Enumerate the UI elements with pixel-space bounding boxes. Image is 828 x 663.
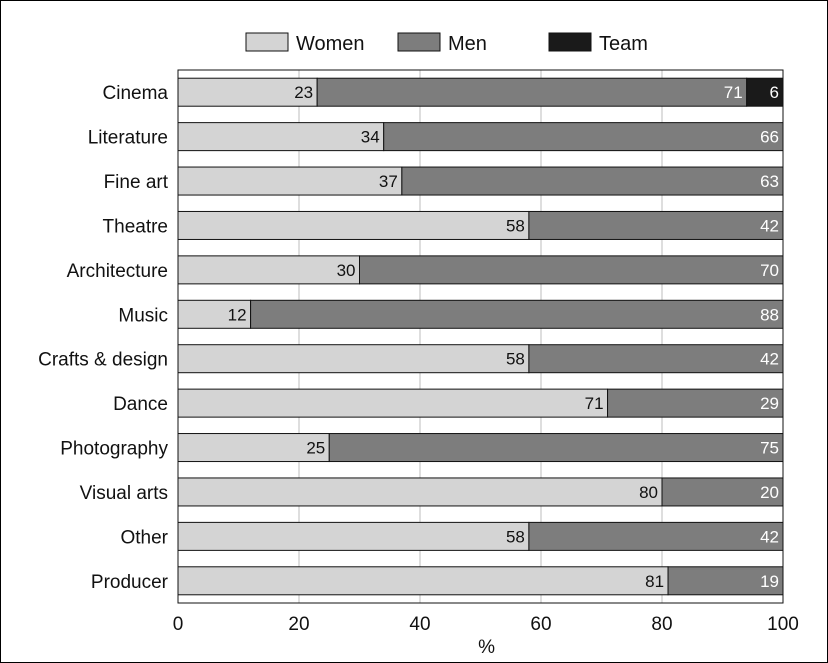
- bar-women-5: [177, 299, 252, 329]
- category-label-2: Fine art: [104, 172, 169, 193]
- x-axis-label: %: [478, 637, 495, 658]
- legend: Women Men Team: [245, 32, 648, 55]
- data-label-women-3: 58: [506, 216, 525, 235]
- data-label-men-0: 71: [724, 83, 743, 102]
- category-label-7: Dance: [113, 394, 168, 415]
- data-label-team-0: 6: [770, 83, 779, 102]
- x-tick-label-3: 60: [530, 614, 551, 635]
- x-tick-label-2: 40: [409, 614, 430, 635]
- bar-men-11: [667, 566, 784, 596]
- legend-swatch-women: [245, 32, 289, 52]
- bar-men-0: [316, 77, 748, 107]
- bar-men-2: [401, 166, 784, 196]
- data-label-women-6: 58: [506, 350, 525, 369]
- data-label-women-0: 23: [294, 83, 313, 102]
- category-label-0: Cinema: [103, 83, 169, 104]
- bar-women-10: [177, 521, 530, 551]
- legend-swatch-men: [397, 32, 441, 52]
- category-label-9: Visual arts: [80, 483, 168, 504]
- data-label-men-2: 63: [760, 172, 779, 191]
- bar-men-7: [607, 388, 784, 418]
- data-label-women-9: 80: [639, 483, 658, 502]
- legend-swatch-team: [548, 32, 592, 52]
- category-label-3: Theatre: [103, 216, 168, 237]
- category-label-8: Photography: [60, 439, 168, 460]
- data-label-men-5: 88: [760, 305, 779, 324]
- data-label-women-2: 37: [379, 172, 398, 191]
- x-tick-label-5: 100: [767, 614, 799, 635]
- bar-men-4: [359, 255, 784, 285]
- bar-women-2: [177, 166, 403, 196]
- x-tick-label-1: 20: [288, 614, 309, 635]
- category-labels: Cinema Literature Fine art Theatre Architect…: [38, 83, 169, 593]
- data-label-men-4: 70: [760, 261, 779, 280]
- bar-women-3: [177, 210, 530, 240]
- x-tick-label-4: 80: [651, 614, 672, 635]
- data-label-men-3: 42: [760, 216, 779, 235]
- bar-men-1: [383, 122, 784, 152]
- bar-men-5: [250, 299, 784, 329]
- data-label-men-6: 42: [760, 350, 779, 369]
- category-label-1: Literature: [88, 128, 168, 149]
- plot-area-border: [177, 69, 784, 604]
- data-label-men-11: 19: [760, 572, 779, 591]
- bar-men-8: [328, 433, 784, 463]
- legend-label-team: Team: [599, 33, 648, 55]
- data-label-men-8: 75: [760, 439, 779, 458]
- category-label-11: Producer: [91, 572, 169, 593]
- category-label-4: Architecture: [67, 261, 168, 282]
- category-label-10: Other: [120, 527, 168, 548]
- bar-women-7: [177, 388, 609, 418]
- data-label-men-7: 29: [760, 394, 779, 413]
- data-label-women-10: 58: [506, 527, 525, 546]
- category-label-5: Music: [118, 305, 168, 326]
- bar-men-10: [528, 521, 784, 551]
- legend-label-men: Men: [448, 33, 487, 55]
- bar-women-6: [177, 344, 530, 374]
- bar-women-11: [177, 566, 669, 596]
- data-label-women-8: 25: [306, 439, 325, 458]
- x-axis-ticks: 0 20 40 60 80 100: [173, 614, 799, 635]
- data-label-women-7: 71: [585, 394, 604, 413]
- bar-men-3: [528, 210, 784, 240]
- bars: 23 71 6 34 66 37 63 58 42 30 70 12 88 58 42 71 29 25 75 80 2…: [177, 77, 784, 596]
- data-label-women-5: 12: [228, 305, 247, 324]
- bar-men-6: [528, 344, 784, 374]
- bar-women-4: [177, 255, 360, 285]
- x-tick-label-0: 0: [173, 614, 184, 635]
- bar-women-9: [177, 477, 663, 507]
- data-label-women-11: 81: [645, 572, 664, 591]
- bar-women-8: [177, 433, 330, 463]
- plot-border: [177, 69, 784, 604]
- category-label-6: Crafts & design: [38, 350, 168, 371]
- data-label-men-1: 66: [760, 128, 779, 147]
- bar-women-1: [177, 122, 385, 152]
- legend-label-women: Women: [296, 33, 365, 55]
- data-label-women-4: 30: [337, 261, 356, 280]
- data-label-men-9: 20: [760, 483, 779, 502]
- data-label-women-1: 34: [361, 128, 380, 147]
- data-label-men-10: 42: [760, 527, 779, 546]
- bar-men-9: [661, 477, 784, 507]
